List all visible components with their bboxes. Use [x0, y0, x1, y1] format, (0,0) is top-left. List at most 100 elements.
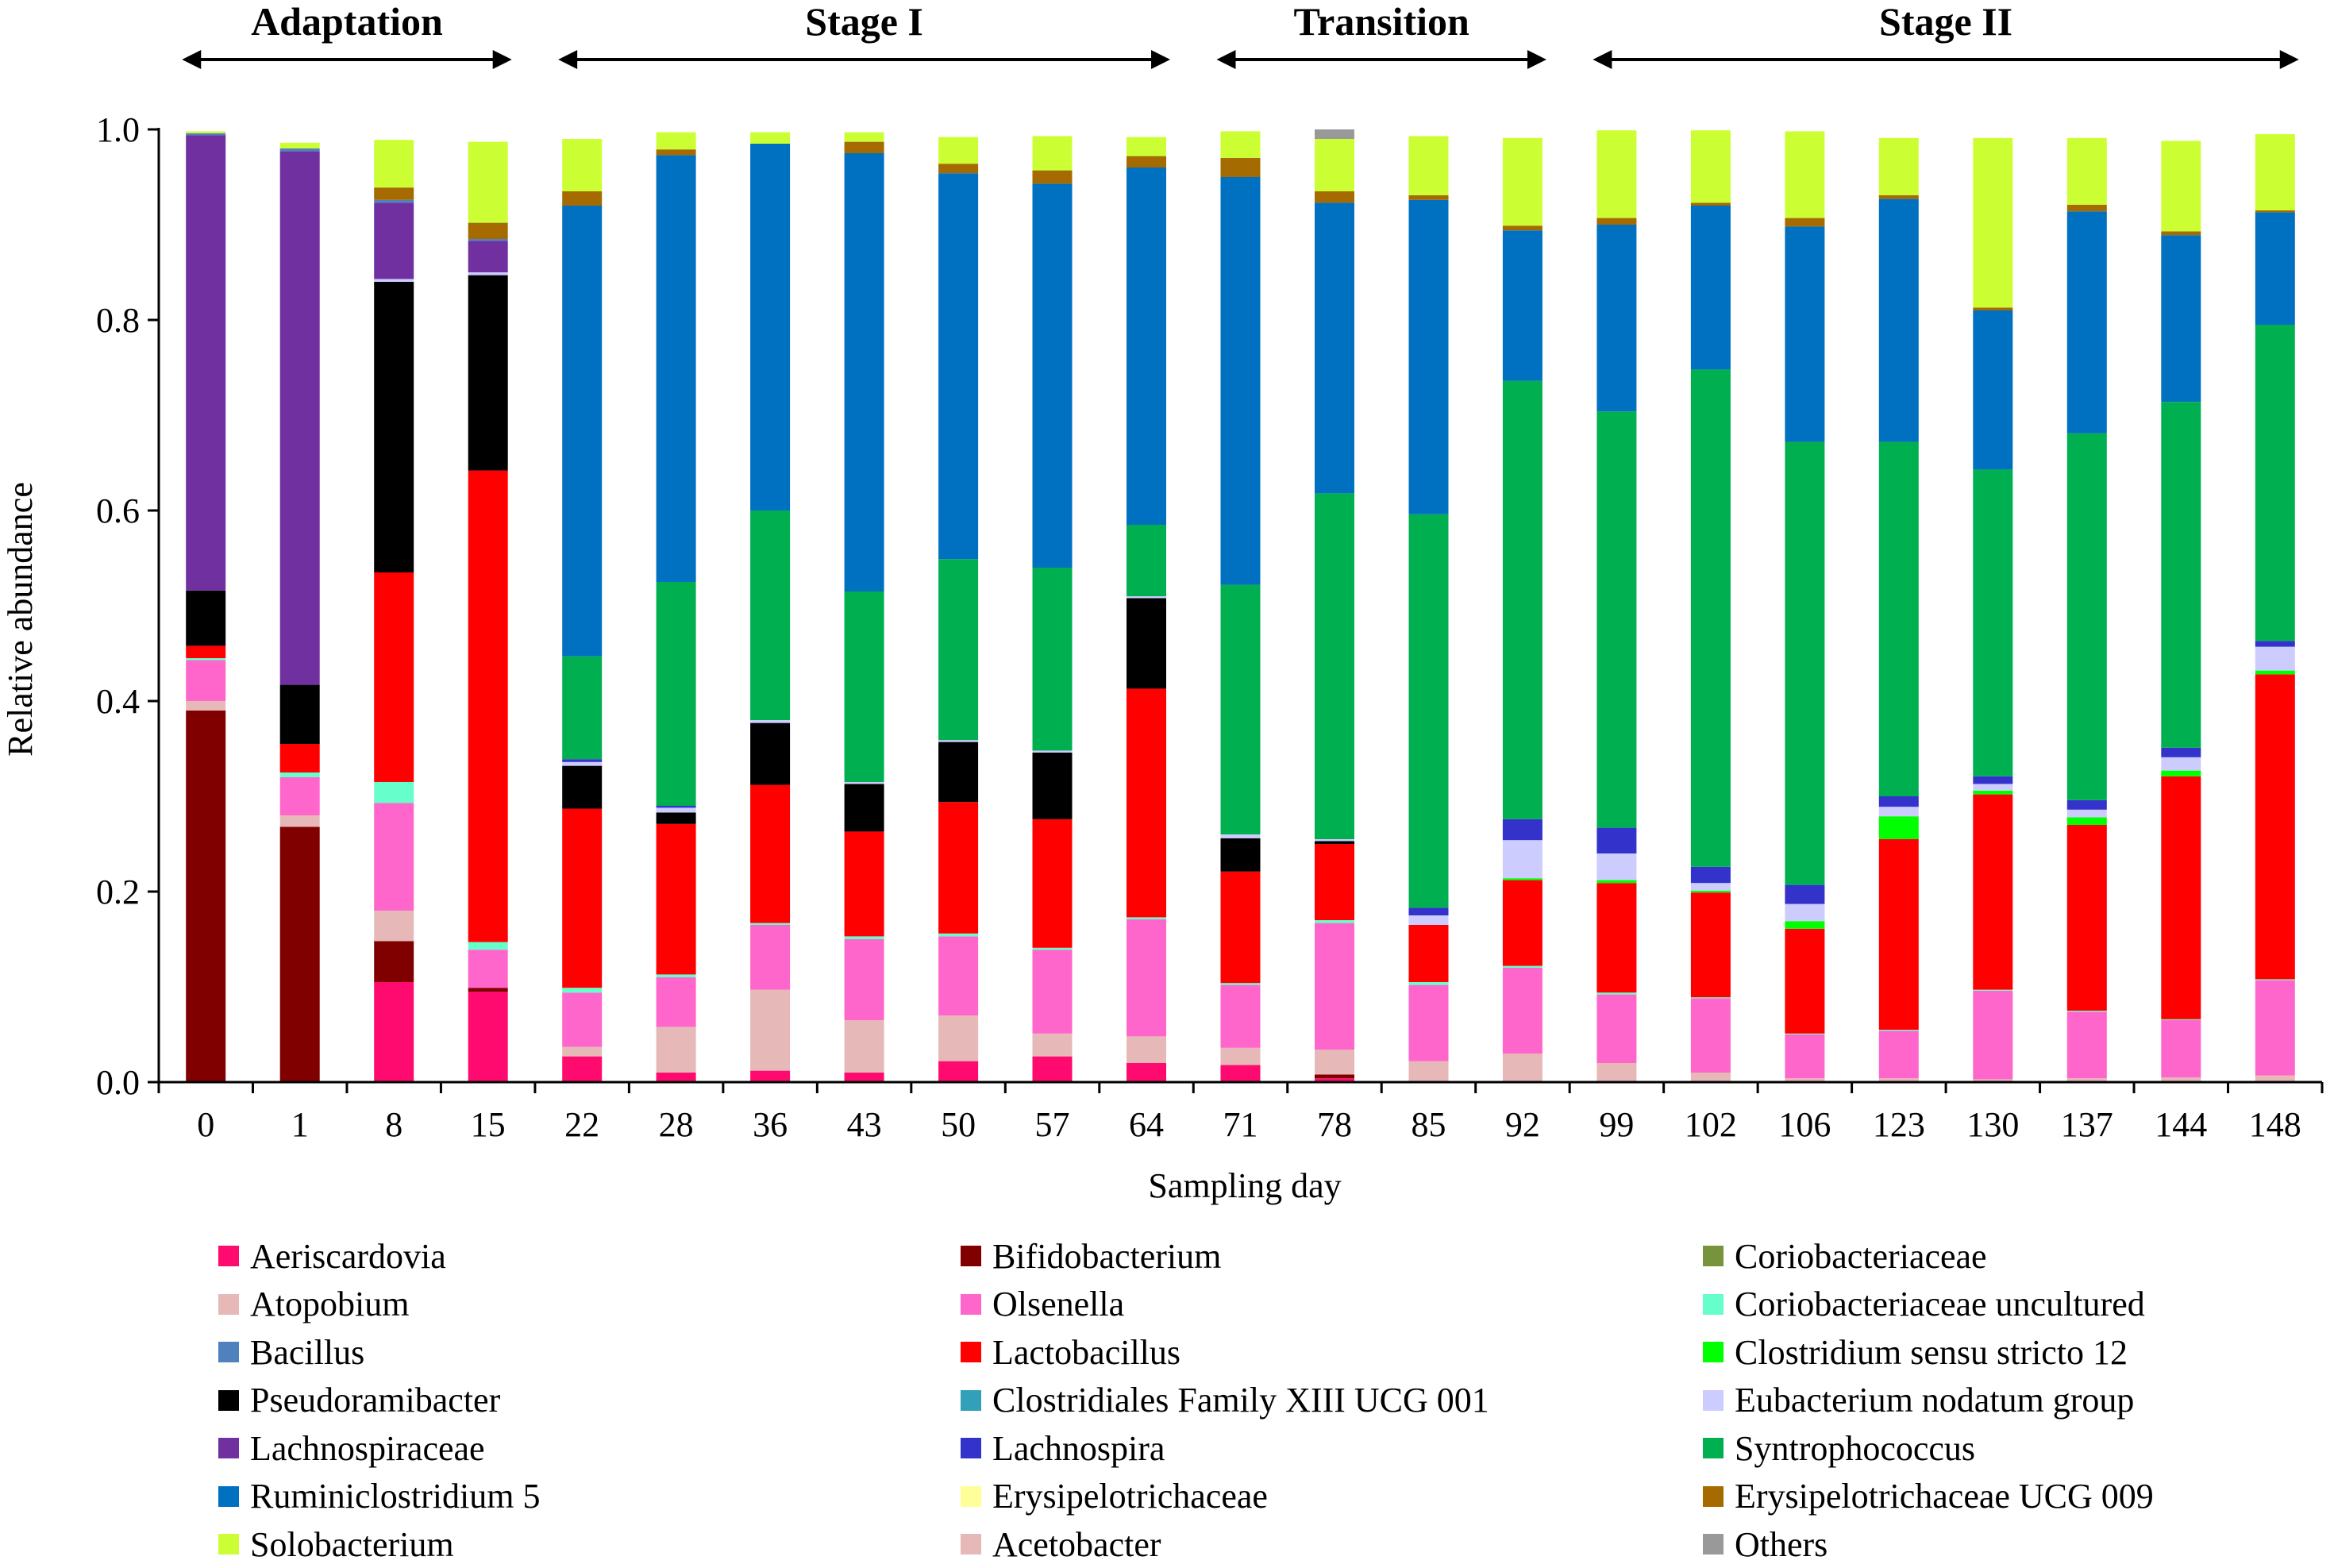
- bar-segment-syntrophococcus-day-43: [844, 591, 884, 782]
- bar-segment-solobacterium-day-15: [468, 141, 508, 223]
- bar-segment-solobacterium-day-8: [374, 140, 414, 188]
- bar-segment-eubacterium-nodatum-group-day-92: [1502, 840, 1543, 879]
- bar-segment-erysipelotrichaceae-ucg-009-day-78: [1315, 191, 1354, 203]
- bar-segment-ruminiclostridium-5-day-64: [1127, 168, 1166, 525]
- bar-segment-coriobacteriaceae-uncultured-day-148: [2255, 979, 2295, 980]
- bar-segment-atopobium-day-148: [2255, 1075, 2295, 1082]
- bar-segment-eubacterium-nodatum-group-day-102: [1690, 883, 1731, 891]
- bar-segment-eubacterium-nodatum-group-day-50: [938, 740, 979, 742]
- bar-segment-solobacterium-day-71: [1220, 131, 1261, 158]
- stage-label: Transition: [1294, 0, 1470, 44]
- bar-day-36: [750, 132, 791, 1082]
- bar-segment-clostridium-sensu-stricto-12-day-137: [2066, 817, 2107, 825]
- bar-segment-erysipelotrichaceae-ucg-009-day-99: [1596, 218, 1637, 225]
- bar-segment-atopobium-day-144: [2161, 1077, 2201, 1082]
- x-tick-label: 28: [659, 1105, 694, 1144]
- bar-segment-atopobium-day-137: [2066, 1078, 2107, 1082]
- bar-segment-solobacterium-day-28: [656, 132, 696, 150]
- bar-segment-lactobacillus-day-0: [186, 645, 226, 658]
- bar-segment-olsenella-day-99: [1596, 994, 1637, 1063]
- bar-segment-clostridium-sensu-stricto-12-day-92: [1502, 878, 1543, 880]
- bar-segment-solobacterium-day-130: [1973, 137, 2013, 308]
- bar-segment-atopobium-day-28: [656, 1027, 696, 1073]
- bar-segment-olsenella-day-8: [374, 803, 414, 911]
- bar-segment-solobacterium-day-50: [938, 137, 979, 164]
- bar-segment-syntrophococcus-day-137: [2066, 433, 2107, 800]
- bar-segment-bacillus-day-15: [468, 239, 508, 241]
- bar-segment-clostridium-sensu-stricto-12-day-99: [1596, 880, 1637, 884]
- bar-segment-pseudoramibacter-day-28: [656, 812, 696, 824]
- bar-segment-solobacterium-day-36: [750, 132, 791, 144]
- bar-segment-lactobacillus-day-43: [844, 831, 884, 937]
- bar-day-0: [186, 131, 226, 1082]
- bar-segment-lactobacillus-day-106: [1785, 928, 1825, 1034]
- arrow-left-icon: [1593, 50, 1612, 69]
- x-tick-label: 99: [1599, 1105, 1634, 1144]
- bar-segment-lactobacillus-day-64: [1127, 688, 1166, 918]
- bar-segment-coriobacteriaceae-uncultured-day-64: [1127, 917, 1166, 919]
- bar-segment-lactobacillus-day-148: [2255, 674, 2295, 980]
- x-tick-label: 64: [1129, 1105, 1164, 1144]
- bar-segment-lactobacillus-day-99: [1596, 883, 1637, 993]
- bar-segment-clostridium-sensu-stricto-12-day-148: [2255, 670, 2295, 675]
- stage-label: Stage II: [1879, 0, 2012, 44]
- bar-segment-pseudoramibacter-day-43: [844, 784, 884, 832]
- bar-day-85: [1408, 136, 1449, 1082]
- bar-segment-olsenella-day-144: [2161, 1020, 2201, 1077]
- bar-segment-olsenella-day-50: [938, 936, 979, 1015]
- bar-segment-solobacterium-day-43: [844, 132, 884, 142]
- bar-segment-coriobacteriaceae-uncultured-day-28: [656, 974, 696, 977]
- bar-segment-others-day-78: [1315, 129, 1354, 139]
- bar-segment-atopobium-day-64: [1127, 1036, 1166, 1063]
- axes: 0.0 0.2 0.4 0.6 0.8 1.0 0 1 8 15 22 28 36 43 50 57 64 71 7…: [96, 110, 2324, 1144]
- bar-segment-bifidobacterium-day-8: [374, 941, 414, 982]
- stage-adaptation: Adaptation: [182, 0, 512, 69]
- bar-segment-coriobacteriaceae-uncultured-day-36: [750, 923, 791, 925]
- bar-segment-solobacterium-day-64: [1127, 137, 1166, 156]
- bar-segment-pseudoramibacter-day-64: [1127, 598, 1166, 689]
- bar-segment-atopobium-day-99: [1596, 1063, 1637, 1082]
- bar-segment-olsenella-day-36: [750, 925, 791, 990]
- bar-segment-olsenella-day-137: [2066, 1011, 2107, 1079]
- bar-segment-clostridium-sensu-stricto-12-day-106: [1785, 921, 1825, 929]
- bar-segment-aeriscardovia-day-50: [938, 1061, 979, 1082]
- bar-segment-pseudoramibacter-day-22: [562, 765, 603, 809]
- arrow-left-icon: [558, 50, 578, 69]
- bar-segment-erysipelotrichaceae-ucg-009-day-137: [2066, 204, 2107, 212]
- x-tick-label: 1: [291, 1105, 309, 1144]
- bar-segment-atopobium-day-102: [1690, 1073, 1731, 1082]
- bar-segment-lachnospiraceae-day-1: [279, 151, 320, 685]
- y-tick-label: 0.0: [96, 1063, 140, 1102]
- bar-segment-atopobium-day-106: [1785, 1078, 1825, 1082]
- bar-segment-atopobium-day-50: [938, 1015, 979, 1061]
- bars: [186, 129, 2295, 1082]
- bar-segment-solobacterium-day-57: [1032, 136, 1073, 171]
- bar-segment-syntrophococcus-day-92: [1502, 380, 1543, 819]
- bar-segment-ruminiclostridium-5-day-137: [2066, 211, 2107, 433]
- stage-transition: Transition: [1216, 0, 1546, 69]
- bar-segment-lactobacillus-day-22: [562, 808, 603, 988]
- bar-segment-bifidobacterium-day-0: [186, 711, 226, 1082]
- bar-segment-eubacterium-nodatum-group-day-57: [1032, 750, 1073, 753]
- bar-segment-ruminiclostridium-5-day-106: [1785, 226, 1825, 442]
- bar-segment-pseudoramibacter-day-50: [938, 742, 979, 803]
- bar-segment-coriobacteriaceae-uncultured-day-43: [844, 936, 884, 939]
- bar-segment-syntrophococcus-day-144: [2161, 402, 2201, 748]
- bar-segment-solobacterium-day-0: [186, 131, 226, 133]
- bar-segment-lachnospiraceae-day-15: [468, 241, 508, 272]
- bar-segment-syntrophococcus-day-50: [938, 559, 979, 741]
- bar-segment-olsenella-day-0: [186, 660, 226, 701]
- bar-segment-syntrophococcus-day-106: [1785, 441, 1825, 885]
- bar-segment-lachnospiraceae-day-0: [186, 135, 226, 591]
- bar-segment-coriobacteriaceae-uncultured-day-144: [2161, 1019, 2201, 1020]
- x-tick-label: 123: [1873, 1105, 1925, 1144]
- bar-segment-pseudoramibacter-day-78: [1315, 841, 1354, 844]
- bar-segment-aeriscardovia-day-28: [656, 1073, 696, 1082]
- bar-segment-lachnospira-day-28: [656, 806, 696, 808]
- bar-segment-ruminiclostridium-5-day-144: [2161, 235, 2201, 403]
- stage-stage-ii: Stage II: [1593, 0, 2299, 69]
- bar-segment-solobacterium-day-148: [2255, 134, 2295, 210]
- bar-segment-erysipelotrichaceae-ucg-009-day-85: [1408, 195, 1449, 200]
- bar-segment-syntrophococcus-day-99: [1596, 411, 1637, 828]
- bar-segment-pseudoramibacter-day-8: [374, 282, 414, 572]
